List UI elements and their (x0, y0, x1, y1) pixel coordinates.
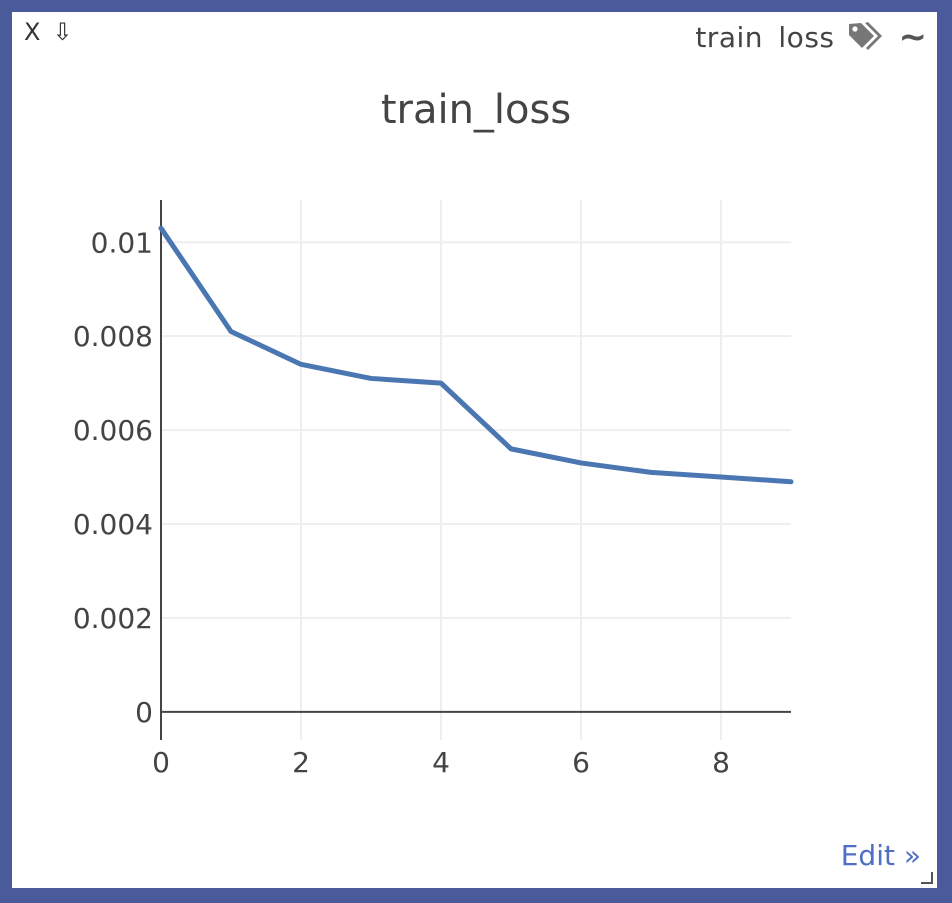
y-tick-label: 0.006 (73, 414, 153, 447)
x-tick-label: 6 (572, 746, 590, 779)
y-tick-label: 0.002 (73, 602, 153, 635)
chart-area: train_loss 0 0.002 0.004 0.006 0.008 0.01 0 2 4 6… (12, 12, 937, 888)
smooth-icon[interactable]: ~ (898, 17, 928, 57)
edit-link[interactable]: Edit » (840, 839, 921, 872)
x-tick-label: 0 (152, 746, 170, 779)
tag-label[interactable]: train loss (695, 20, 835, 54)
tags-icon[interactable] (847, 20, 887, 54)
y-tick-label: 0.008 (73, 320, 153, 353)
x-tick-label: 2 (292, 746, 310, 779)
line-chart: train_loss 0 0.002 0.004 0.006 0.008 0.01 0 2 4 6… (73, 87, 794, 779)
x-tick-label: 4 (432, 746, 450, 779)
y-tick-label: 0.01 (91, 226, 153, 259)
window-controls: X ⇩ (24, 20, 73, 44)
window-tools: train loss ~ (695, 20, 927, 54)
plot-window: X ⇩ train loss ~ train_loss 0 0.002 0.004 0… (12, 12, 937, 888)
series-line (158, 225, 794, 485)
y-tick-label: 0 (135, 696, 153, 729)
resize-handle-icon[interactable] (921, 872, 933, 884)
download-icon[interactable]: ⇩ (52, 18, 73, 46)
close-button[interactable]: X (24, 18, 41, 46)
chart-title: train_loss (381, 87, 571, 133)
x-tick-label: 8 (712, 746, 730, 779)
y-tick-label: 0.004 (73, 508, 153, 541)
